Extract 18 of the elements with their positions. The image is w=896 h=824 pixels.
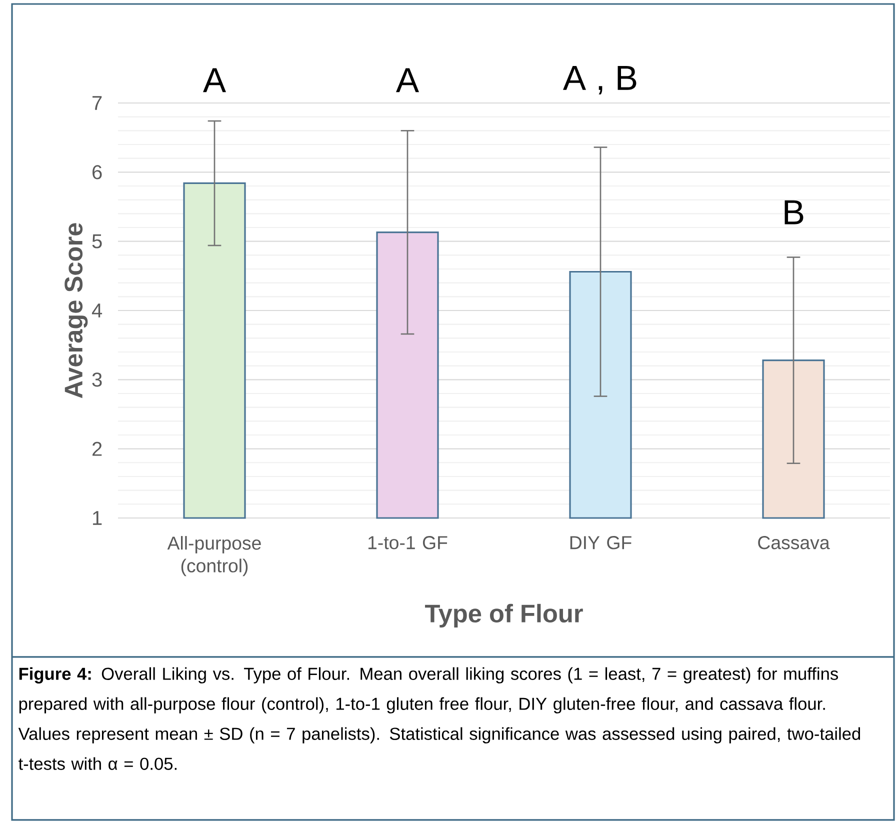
y-tick-label: 6 — [92, 165, 102, 180]
y-axis-title: Average Score — [64, 223, 88, 398]
y-tick-label: 7 — [92, 96, 102, 110]
text: A , B — [562, 66, 636, 94]
y-tick-label: 3 — [92, 372, 102, 387]
annotation: B — [784, 200, 804, 224]
y-tick-label: 4 — [92, 304, 102, 318]
text: Figure 4: Overall Liking vs. Type of Flour. Mean overall liking scores (1 = least, 7 = greatest) for muffins prepared with all-purpose flour (control), 1-to-1 gluten free flour, DIY gluten-free flour, and cassava flour. Values represent mean ± SD (n = 7 panelists). Statistical significance was assessed using paired, two-tailed t-tests with α = 0.05. — [18, 667, 860, 770]
x-axis-title: Type of Flour — [425, 604, 583, 628]
x-tick-label: 1-to-1 GF — [368, 536, 448, 550]
x-tick-label: All-purpose (control) — [167, 536, 261, 576]
x-tick-label: Cassava — [758, 536, 830, 550]
text: A — [396, 68, 420, 92]
x-tick-label: DIY GF — [570, 536, 632, 550]
y-tick-label: 1 — [93, 511, 102, 525]
y-tick-label: 2 — [92, 442, 102, 456]
text: A — [203, 68, 226, 92]
y-tick-label: 5 — [92, 234, 102, 248]
